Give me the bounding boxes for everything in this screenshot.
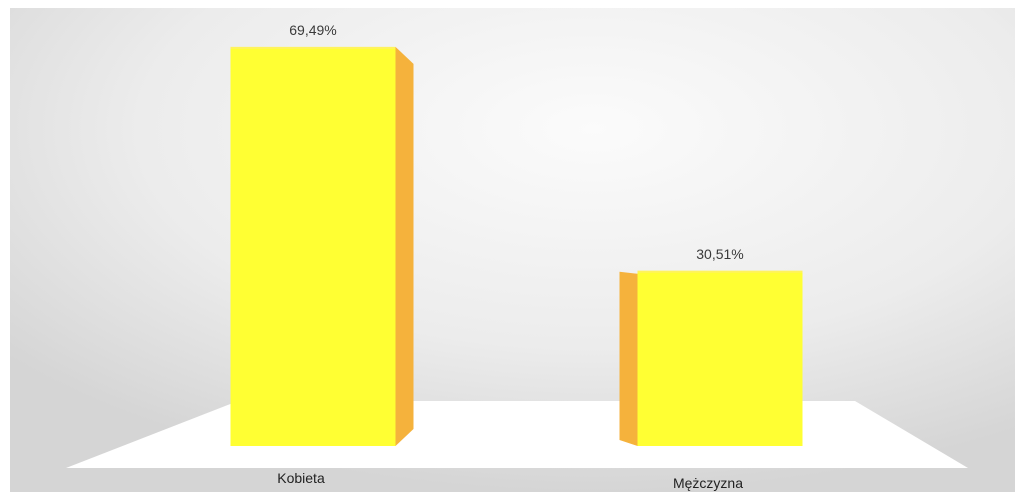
bars-layer — [230, 46, 803, 446]
tick-label-kobieta: Kobieta — [277, 470, 325, 486]
bar-side-kobieta — [395, 46, 414, 446]
data-label-kobieta: 69,49% — [289, 22, 336, 38]
tick-label-mezczyzna: Mężczyzna — [673, 475, 743, 491]
bar-top-kobieta — [230, 46, 396, 49]
data-label-mezczyzna: 30,51% — [696, 246, 743, 262]
bar-mezczyzna — [637, 270, 803, 446]
labels-layer: 69,49% Kobieta 30,51% Mężczyzna — [277, 22, 743, 491]
bar-top-mezczyzna — [637, 270, 803, 273]
bar-side-mezczyzna — [619, 271, 638, 446]
bar-kobieta — [230, 46, 396, 446]
